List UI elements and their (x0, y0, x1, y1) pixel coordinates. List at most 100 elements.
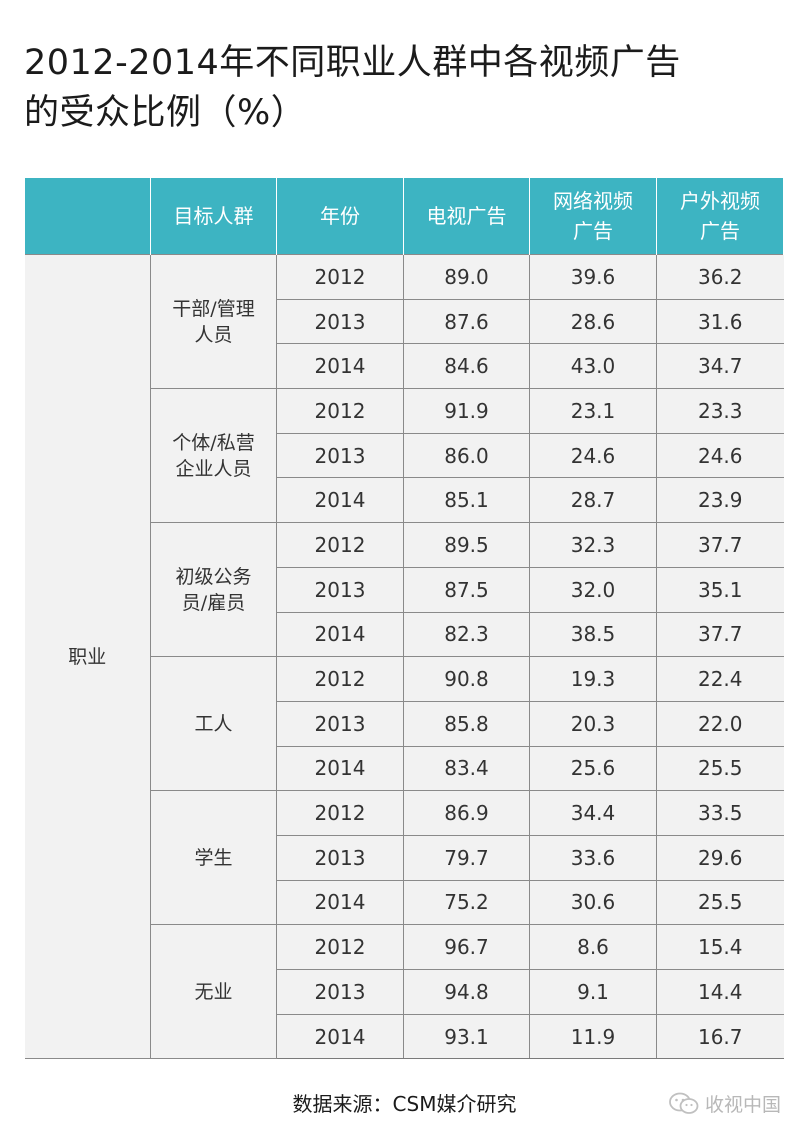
tv-ad-cell: 86.9 (403, 790, 530, 836)
table-row: 2013 86.0 24.6 24.6 (25, 432, 784, 479)
web-video-ad-cell: 39.6 (529, 254, 657, 300)
outdoor-video-ad-cell: 16.7 (656, 1013, 784, 1060)
outdoor-video-ad-cell: 25.5 (656, 879, 784, 926)
table-row: 工人 2012 90.8 19.3 22.4 (25, 656, 784, 792)
tv-ad-cell: 93.1 (403, 1013, 530, 1060)
year-cell: 2013 (276, 834, 404, 881)
table-row: 2013 87.5 32.0 35.1 (25, 566, 784, 613)
table-body: 职业 干部/管理 人员 2012 89.0 39.6 36.2 2013 87.6 28.6 31… (24, 253, 784, 1060)
year-cell: 2013 (276, 432, 404, 479)
tv-ad-cell: 94.8 (403, 969, 530, 1015)
group-label-cell: 个体/私营 企业人员 (150, 388, 277, 524)
outdoor-video-ad-cell: 37.7 (656, 611, 784, 658)
table-row: 初级公务 员/雇员 2012 89.5 32.3 37.7 (25, 522, 784, 658)
table-row: 2013 85.8 20.3 22.0 (25, 700, 784, 747)
tv-ad-cell: 86.0 (403, 432, 530, 479)
page-title: 2012-2014年不同职业人群中各视频广告 的受众比例（%） (24, 38, 794, 138)
web-video-ad-cell: 11.9 (529, 1013, 657, 1060)
year-cell: 2013 (276, 700, 404, 747)
column-header: 电视广告 (403, 178, 530, 255)
web-video-ad-cell: 38.5 (529, 611, 657, 658)
tv-ad-cell: 96.7 (403, 924, 530, 970)
category-cell: 职业 (24, 253, 151, 1060)
web-video-ad-cell: 32.3 (529, 522, 657, 568)
outdoor-video-ad-cell: 37.7 (656, 522, 784, 568)
table-row: 2014 83.4 25.6 25.5 (25, 745, 784, 792)
source-note: 数据来源：CSM媒介研究 (292, 1092, 517, 1116)
outdoor-video-ad-cell: 31.6 (656, 298, 784, 345)
tv-ad-cell: 90.8 (403, 656, 530, 702)
group-label-cell: 干部/管理 人员 (150, 253, 277, 390)
outdoor-video-ad-cell: 15.4 (656, 924, 784, 970)
web-video-ad-cell: 43.0 (529, 343, 657, 390)
outdoor-video-ad-cell: 29.6 (656, 834, 784, 881)
watermark: 收视中国 (669, 1090, 781, 1117)
tv-ad-cell: 82.3 (403, 611, 530, 658)
column-header (24, 178, 151, 255)
web-video-ad-cell: 30.6 (529, 879, 657, 926)
tv-ad-cell: 85.1 (403, 477, 530, 524)
table-row: 2013 79.7 33.6 29.6 (25, 834, 784, 881)
outdoor-video-ad-cell: 33.5 (656, 790, 784, 836)
web-video-ad-cell: 20.3 (529, 700, 657, 747)
group-label-cell: 学生 (150, 790, 277, 926)
year-cell: 2014 (276, 745, 404, 792)
outdoor-video-ad-cell: 23.9 (656, 477, 784, 524)
outdoor-video-ad-cell: 14.4 (656, 969, 784, 1015)
tv-ad-cell: 83.4 (403, 745, 530, 792)
tv-ad-cell: 84.6 (403, 343, 530, 390)
column-header: 目标人群 (150, 178, 277, 255)
title-line-1: 2012-2014年不同职业人群中各视频广告 (24, 43, 681, 83)
year-cell: 2012 (276, 388, 404, 434)
web-video-ad-cell: 23.1 (529, 388, 657, 434)
tv-ad-cell: 89.0 (403, 254, 530, 300)
year-cell: 2012 (276, 924, 404, 970)
web-video-ad-cell: 34.4 (529, 790, 657, 836)
table-row: 职业 干部/管理 人员 2012 89.0 39.6 36.2 (24, 253, 784, 1060)
outdoor-video-ad-cell: 23.3 (656, 388, 784, 434)
web-video-ad-cell: 33.6 (529, 834, 657, 881)
column-header: 户外视频 广告 (656, 178, 784, 255)
tv-ad-cell: 89.5 (403, 522, 530, 568)
table-row: 2014 82.3 38.5 37.7 (25, 611, 784, 658)
outdoor-video-ad-cell: 24.6 (656, 432, 784, 479)
outdoor-video-ad-cell: 22.4 (656, 656, 784, 702)
table-row: 2014 85.1 28.7 23.9 (25, 477, 784, 524)
title-line-2: 的受众比例（%） (24, 93, 307, 133)
web-video-ad-cell: 9.1 (529, 969, 657, 1015)
year-cell: 2014 (276, 343, 404, 390)
tv-ad-cell: 91.9 (403, 388, 530, 434)
year-cell: 2014 (276, 1013, 404, 1060)
year-cell: 2013 (276, 566, 404, 613)
web-video-ad-cell: 25.6 (529, 745, 657, 792)
tv-ad-cell: 87.5 (403, 566, 530, 613)
outdoor-video-ad-cell: 22.0 (656, 700, 784, 747)
tv-ad-cell: 87.6 (403, 298, 530, 345)
column-header: 网络视频 广告 (529, 178, 657, 255)
group-label-cell: 无业 (150, 924, 277, 1060)
year-cell: 2012 (276, 254, 404, 300)
year-cell: 2014 (276, 477, 404, 524)
outdoor-video-ad-cell: 36.2 (656, 254, 784, 300)
table-row: 个体/私营 企业人员 2012 91.9 23.1 23.3 (25, 388, 784, 524)
year-cell: 2012 (276, 522, 404, 568)
table-row: 学生 2012 86.9 34.4 33.5 (25, 790, 784, 926)
table-row: 2013 94.8 9.1 14.4 (25, 969, 784, 1015)
web-video-ad-cell: 32.0 (529, 566, 657, 613)
column-header: 年份 (276, 178, 404, 255)
outdoor-video-ad-cell: 35.1 (656, 566, 784, 613)
table-row: 无业 2012 96.7 8.6 15.4 (25, 924, 784, 1060)
web-video-ad-cell: 28.6 (529, 298, 657, 345)
group-label-cell: 工人 (150, 656, 277, 792)
table-row: 2014 93.1 11.9 16.7 (25, 1013, 784, 1060)
watermark-text: 收视中国 (704, 1094, 781, 1116)
tv-ad-cell: 75.2 (403, 879, 530, 926)
year-cell: 2012 (276, 656, 404, 702)
year-cell: 2014 (276, 611, 404, 658)
year-cell: 2012 (276, 790, 404, 836)
outdoor-video-ad-cell: 34.7 (656, 343, 784, 390)
year-cell: 2013 (276, 298, 404, 345)
web-video-ad-cell: 24.6 (529, 432, 657, 479)
year-cell: 2014 (276, 879, 404, 926)
tv-ad-cell: 85.8 (403, 700, 530, 747)
